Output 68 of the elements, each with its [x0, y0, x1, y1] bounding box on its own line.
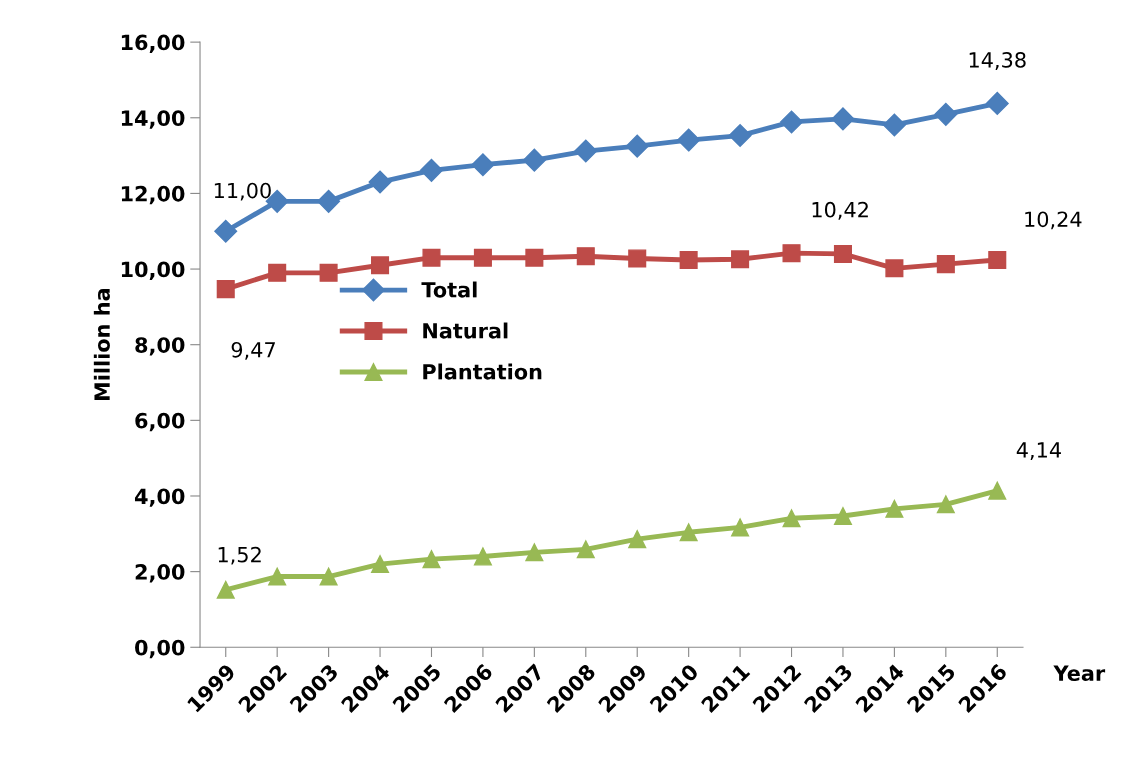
point	[936, 255, 955, 274]
y-tick-label: 2,00	[135, 564, 185, 583]
point	[525, 248, 544, 267]
point	[988, 481, 1007, 500]
data-label: 14,38	[969, 52, 1026, 70]
point	[525, 543, 544, 562]
point	[371, 256, 390, 275]
y-tick-label: 14,00	[121, 110, 185, 129]
data-label: 1,52	[218, 546, 261, 565]
legend-label: Plantation	[423, 363, 542, 380]
point	[628, 530, 647, 549]
point	[782, 244, 801, 263]
point	[214, 219, 238, 243]
point	[677, 128, 701, 152]
point	[731, 250, 750, 269]
data-label: 10,42	[812, 201, 868, 220]
point	[576, 540, 595, 559]
point	[628, 249, 647, 268]
data-label: 4,14	[1016, 442, 1061, 460]
point	[625, 134, 649, 158]
point	[522, 148, 546, 172]
point	[728, 124, 752, 148]
point	[216, 280, 235, 299]
y-tick-label: 16,00	[121, 34, 185, 53]
y-tick-label: 12,00	[121, 185, 185, 205]
point	[679, 523, 698, 542]
y-tick-label: 10,00	[121, 261, 185, 280]
point	[782, 509, 801, 528]
point	[882, 113, 906, 137]
point	[268, 263, 287, 282]
point	[885, 499, 904, 518]
point	[216, 580, 235, 599]
point	[831, 107, 855, 131]
point	[988, 250, 1007, 270]
legend-label: Total	[421, 281, 477, 298]
point	[422, 248, 441, 267]
x-axis-title: Year	[1053, 665, 1106, 682]
point	[471, 153, 495, 177]
point	[833, 507, 852, 526]
point	[319, 567, 338, 586]
point	[576, 247, 595, 266]
data-label: 9,47	[231, 341, 275, 360]
point	[985, 91, 1009, 115]
y-tick-label: 6,00	[135, 412, 185, 432]
y-tick-label: 8,00	[135, 337, 185, 356]
point	[780, 110, 804, 134]
point	[368, 170, 392, 194]
point	[473, 248, 492, 267]
point	[422, 550, 441, 569]
y-axis-title: Million ha	[93, 289, 110, 401]
data-label: 10,24	[1025, 211, 1082, 230]
point	[473, 547, 492, 566]
point	[731, 518, 750, 537]
point	[419, 158, 443, 182]
point	[268, 567, 287, 586]
y-tick-label: 4,00	[134, 488, 185, 507]
point	[371, 555, 390, 574]
point	[319, 263, 338, 282]
data-label: 11,00	[214, 182, 271, 201]
legend-label: Natural	[423, 322, 508, 339]
point	[936, 495, 955, 514]
point	[574, 139, 598, 163]
point	[934, 102, 958, 126]
point	[885, 259, 904, 278]
point	[833, 244, 852, 263]
point	[317, 189, 341, 213]
point	[679, 250, 698, 270]
y-tick-label: 0,00	[135, 639, 185, 659]
